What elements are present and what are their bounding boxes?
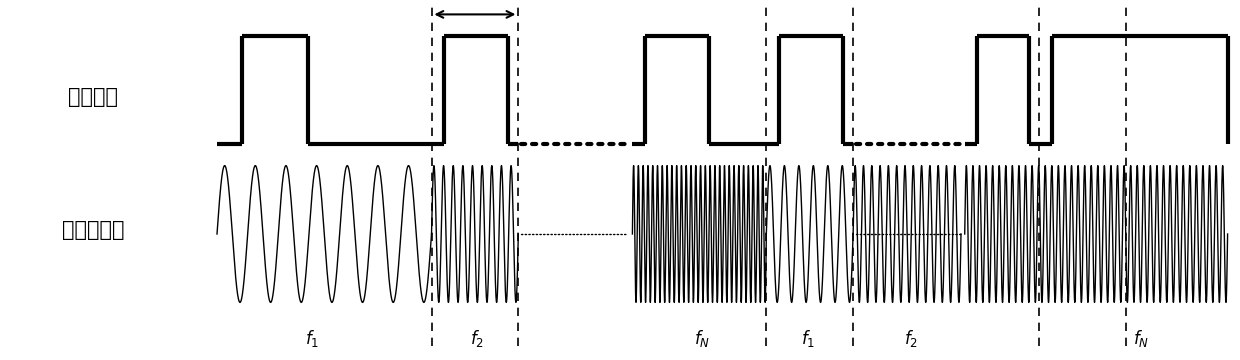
Text: $f_N$: $f_N$ bbox=[1132, 328, 1149, 349]
Text: $f_1$: $f_1$ bbox=[801, 328, 816, 349]
Text: $f_2$: $f_2$ bbox=[904, 328, 919, 349]
Text: $f_2$: $f_2$ bbox=[470, 328, 485, 349]
Text: $f_1$: $f_1$ bbox=[305, 328, 320, 349]
Text: 脉冲模块: 脉冲模块 bbox=[68, 87, 118, 107]
Text: $f_N$: $f_N$ bbox=[693, 328, 711, 349]
Text: 捷变频模块: 捷变频模块 bbox=[62, 220, 124, 240]
